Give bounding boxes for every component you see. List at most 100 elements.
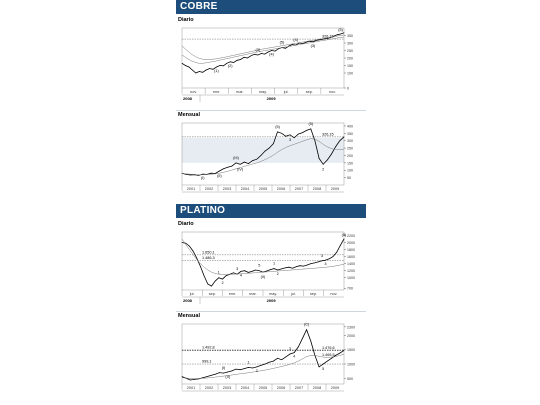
x-tick-label: 2002	[205, 386, 213, 390]
price-point	[209, 68, 210, 69]
price-point	[325, 259, 326, 261]
price-point	[239, 163, 241, 165]
x-tick-label: 2004	[241, 187, 249, 191]
price-point	[250, 55, 252, 57]
x-tick-label: nov.	[330, 292, 337, 296]
price-point	[255, 269, 256, 271]
y-tick-label: 700	[347, 287, 353, 291]
x-tick-label: 2008	[313, 386, 321, 390]
y-tick-label: 500	[347, 377, 353, 381]
price-point	[310, 263, 312, 264]
moving-average-line	[181, 36, 345, 64]
price-point	[310, 128, 312, 130]
wave-label: 2	[277, 272, 279, 276]
y-tick-label: 2200	[347, 234, 355, 238]
x-tick-label: 2001	[187, 386, 195, 390]
price-point	[198, 174, 199, 176]
reference-line-label: 1.492,8	[202, 345, 215, 349]
price-point	[229, 61, 231, 63]
x-tick-label: 2007	[295, 187, 303, 191]
price-point	[210, 172, 212, 174]
price-point	[277, 269, 279, 271]
moving-average-line	[181, 238, 345, 275]
price-point	[299, 265, 301, 267]
price-point	[273, 268, 275, 269]
price-point	[319, 39, 321, 41]
wave-label: 1	[273, 262, 275, 266]
plot-frame	[181, 323, 345, 385]
price-point	[336, 34, 338, 36]
price-point	[335, 146, 337, 147]
chart-cobre-diario: 0 100 150 200 250 300 350 326,15 (1) (2) (3) (4) (5)…	[181, 27, 353, 102]
wave-label: (3)	[311, 44, 316, 48]
price-point	[336, 252, 337, 253]
price-point	[314, 140, 316, 142]
x-tick-label: jul.	[189, 292, 195, 296]
price-point	[339, 352, 341, 354]
wave-label: (3)	[256, 48, 261, 52]
price-point	[210, 375, 212, 376]
y-tick-label: 350	[347, 132, 353, 136]
price-point	[181, 376, 183, 377]
wave-label: 5	[322, 367, 324, 371]
price-point	[285, 135, 287, 137]
x-tick-label: jul.	[283, 90, 289, 94]
wave-label: (1)	[214, 69, 219, 73]
wave-label: (II)	[342, 233, 347, 237]
price-series-line	[181, 128, 345, 176]
price-point	[195, 72, 197, 74]
price-point	[292, 267, 293, 269]
price-series-line	[181, 32, 345, 74]
price-point	[260, 365, 262, 366]
y-tick-label: 1500	[347, 348, 355, 352]
price-point	[322, 363, 324, 365]
price-point	[302, 132, 303, 133]
wave-label: (III)	[233, 156, 239, 160]
wave-label: (5)	[308, 122, 313, 126]
price-point	[288, 45, 290, 47]
price-point	[284, 267, 286, 269]
price-point	[202, 173, 204, 175]
price-point	[181, 242, 183, 243]
price-point	[225, 275, 227, 276]
price-point	[231, 165, 233, 167]
price-point	[312, 41, 314, 43]
price-point	[247, 272, 249, 273]
wave-label: (I)	[201, 176, 205, 180]
price-point	[254, 53, 255, 55]
wave-label: 5	[258, 264, 260, 268]
price-point	[267, 51, 269, 53]
wave-label: 3	[321, 254, 323, 258]
price-point	[291, 44, 293, 45]
y-tick-label: 0	[347, 87, 349, 91]
price-point	[200, 266, 201, 267]
moving-average-line	[181, 354, 345, 379]
figure-page: COBRE Diario 0 100 150 200 250 300 350 326,15 (1…	[176, 0, 366, 405]
x-tick-label: may.	[259, 90, 267, 94]
price-point	[223, 168, 224, 170]
price-point	[314, 262, 315, 264]
price-point	[339, 140, 341, 142]
price-point	[293, 137, 295, 139]
price-point	[293, 352, 295, 353]
price-point	[326, 38, 328, 39]
price-point	[256, 366, 258, 368]
reference-line-label: 1.465,5	[322, 353, 335, 357]
price-point	[244, 270, 245, 272]
price-point	[214, 280, 216, 282]
price-point	[316, 39, 317, 41]
reference-line-label: 1.650,1	[202, 250, 215, 254]
price-point	[289, 353, 291, 355]
price-point	[185, 242, 187, 244]
x-tick-label: 2005	[259, 187, 267, 191]
price-point	[258, 270, 260, 272]
wave-label: 4	[325, 262, 327, 266]
x-tick-label: mar.	[249, 292, 256, 296]
price-point	[233, 272, 234, 274]
price-point	[343, 238, 345, 240]
price-point	[212, 68, 214, 70]
price-point	[248, 163, 249, 164]
y-tick-label: 300	[347, 139, 353, 143]
price-point	[257, 54, 259, 56]
price-point	[181, 62, 183, 64]
